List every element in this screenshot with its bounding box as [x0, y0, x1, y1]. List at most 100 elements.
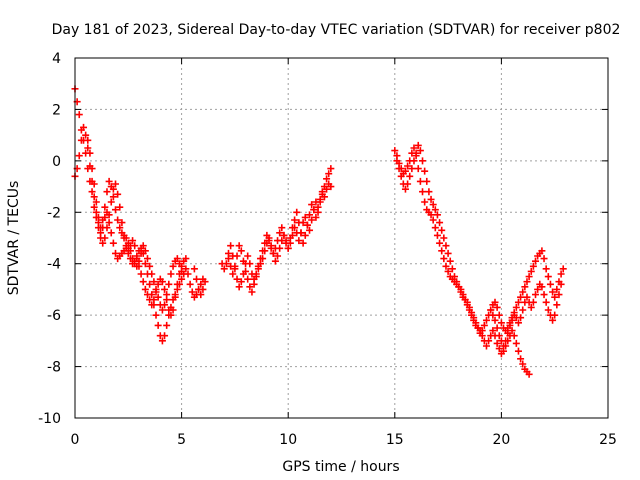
y-tick-label: 4	[52, 51, 61, 67]
data-point	[427, 195, 435, 203]
data-point	[237, 247, 245, 255]
x-tick-label: 25	[599, 432, 617, 448]
data-point	[154, 280, 162, 288]
data-point	[167, 270, 175, 278]
data-point	[225, 255, 233, 263]
data-point	[404, 180, 412, 188]
data-point	[327, 165, 335, 173]
data-point	[544, 273, 552, 281]
x-tick-label: 15	[386, 432, 404, 448]
y-tick-label: -8	[47, 360, 61, 376]
data-point	[297, 229, 305, 237]
y-axis-label: SDTVAR / TECUs	[6, 181, 22, 296]
data-point	[286, 239, 294, 247]
data-point	[431, 206, 439, 214]
data-point	[107, 229, 115, 237]
data-point	[489, 311, 497, 319]
data-point	[190, 265, 198, 273]
data-point	[489, 327, 497, 335]
data-point	[442, 242, 450, 250]
data-point	[139, 278, 147, 286]
data-point	[246, 283, 254, 291]
data-point	[109, 239, 117, 247]
x-tick-label: 5	[177, 432, 186, 448]
data-point	[514, 298, 522, 306]
data-point	[510, 332, 518, 340]
data-point	[92, 198, 100, 206]
data-point	[463, 298, 471, 306]
data-point	[495, 345, 503, 353]
data-point	[84, 136, 92, 144]
data-point	[308, 201, 316, 209]
data-point	[250, 280, 258, 288]
data-point	[90, 203, 98, 211]
data-point	[107, 198, 115, 206]
data-point	[288, 231, 296, 239]
data-point	[487, 306, 495, 314]
series-segment-9	[487, 280, 565, 350]
data-point	[184, 270, 192, 278]
data-point	[158, 278, 166, 286]
data-point	[299, 239, 307, 247]
data-point	[316, 195, 324, 203]
data-point	[519, 306, 527, 314]
data-point	[197, 280, 205, 288]
data-point	[478, 327, 486, 335]
data-point	[254, 265, 262, 273]
data-point	[553, 285, 561, 293]
data-point	[502, 337, 510, 345]
data-point	[131, 242, 139, 250]
data-point	[551, 311, 559, 319]
data-point	[529, 262, 537, 270]
data-point	[86, 149, 94, 157]
data-point	[269, 249, 277, 257]
data-point	[410, 144, 418, 152]
data-point	[555, 291, 563, 299]
y-tick-label: -4	[47, 257, 61, 273]
data-point	[408, 165, 416, 173]
data-point	[404, 162, 412, 170]
data-point	[425, 188, 433, 196]
data-point	[482, 342, 490, 350]
data-point	[141, 285, 149, 293]
series-segment-6	[225, 180, 335, 296]
x-tick-label: 0	[71, 432, 80, 448]
data-point	[141, 247, 149, 255]
data-point	[282, 237, 290, 245]
data-point	[112, 249, 120, 257]
data-point	[143, 291, 151, 299]
data-point	[291, 224, 299, 232]
data-point	[103, 224, 111, 232]
data-point	[90, 193, 98, 201]
data-point	[542, 265, 550, 273]
data-point	[450, 273, 458, 281]
data-point	[416, 177, 424, 185]
data-point	[495, 332, 503, 340]
data-point	[150, 296, 158, 304]
data-point	[114, 190, 122, 198]
data-point	[239, 257, 247, 265]
data-point	[514, 319, 522, 327]
data-point	[161, 332, 169, 340]
data-point	[148, 301, 156, 309]
data-point	[237, 278, 245, 286]
data-point	[82, 131, 90, 139]
data-point	[75, 111, 83, 119]
data-point	[455, 283, 463, 291]
data-point	[312, 198, 320, 206]
data-point	[397, 172, 405, 180]
data-point	[414, 141, 422, 149]
data-point	[267, 242, 275, 250]
data-point	[193, 275, 201, 283]
data-point	[263, 239, 271, 247]
data-point	[525, 370, 533, 378]
data-point	[506, 321, 514, 329]
data-point	[323, 185, 331, 193]
data-point	[412, 149, 420, 157]
data-point	[465, 303, 473, 311]
data-point	[116, 224, 124, 232]
data-point	[231, 262, 239, 270]
data-point	[101, 203, 109, 211]
data-point	[517, 293, 525, 301]
data-point	[154, 321, 162, 329]
